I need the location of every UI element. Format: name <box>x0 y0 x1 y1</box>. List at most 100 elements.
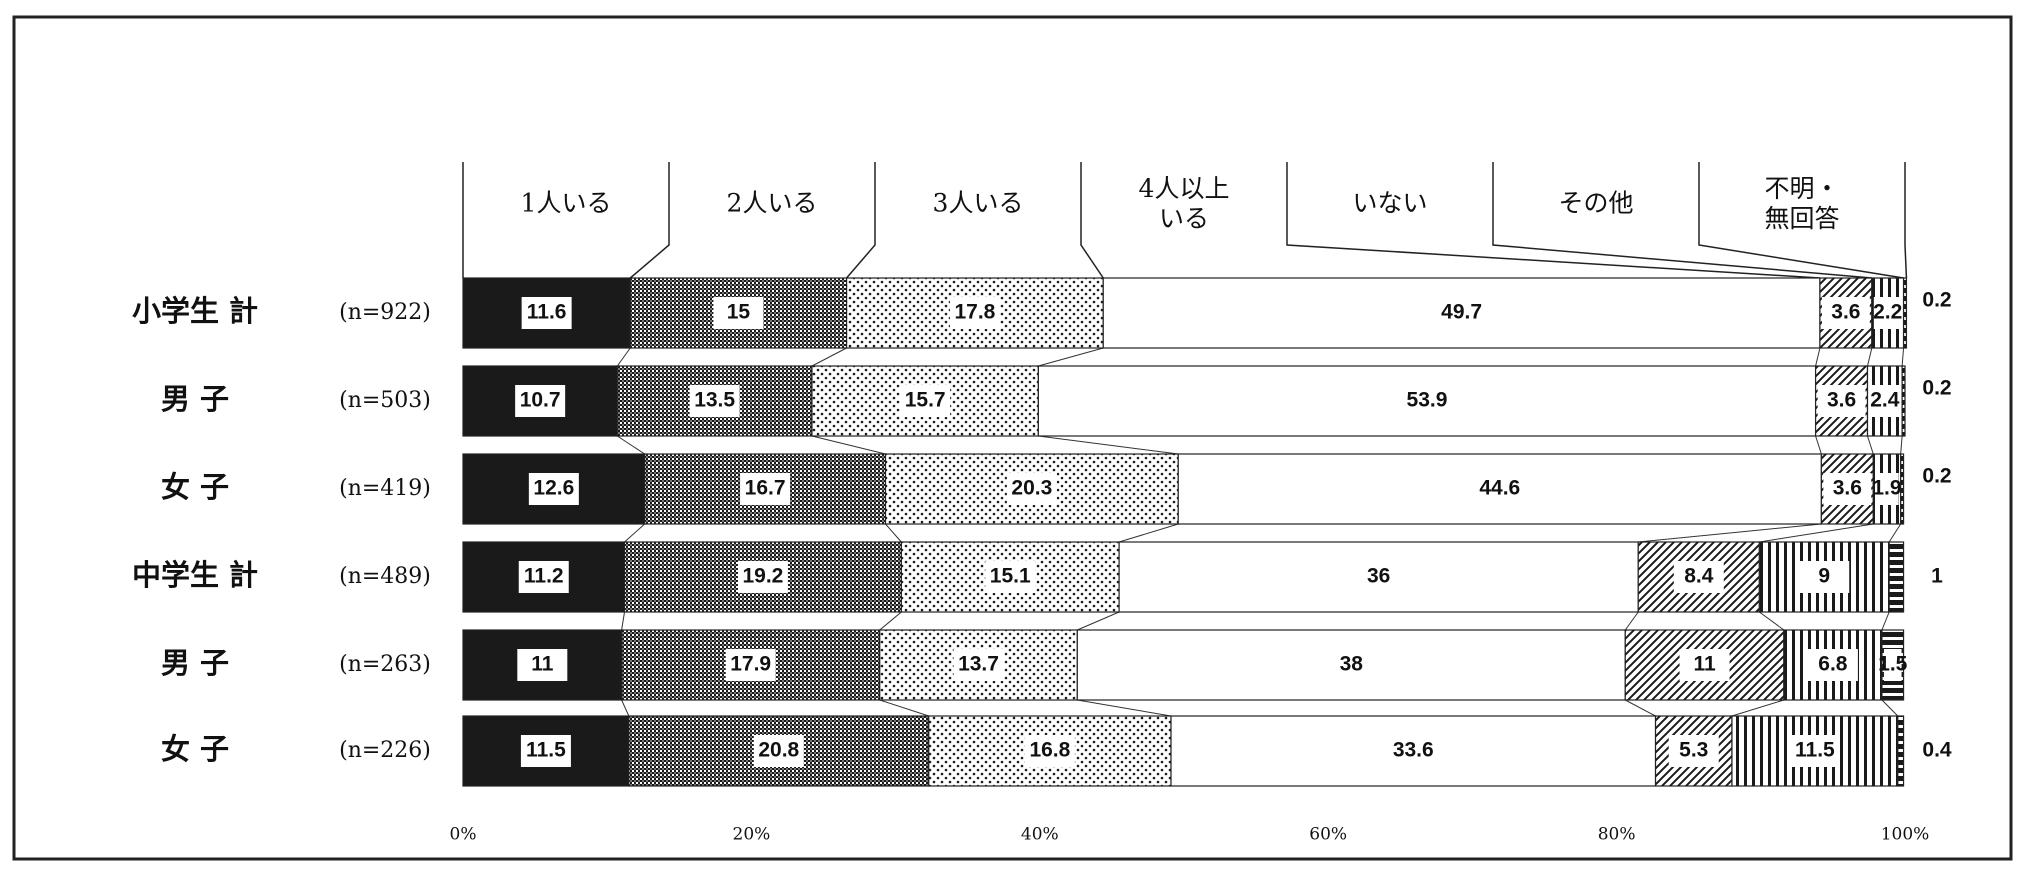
value-label-bg <box>725 649 776 681</box>
connector <box>1038 435 1179 455</box>
value-label-bg <box>713 297 764 329</box>
value-label-bg <box>1326 649 1377 681</box>
value-label: 11 <box>1693 653 1716 676</box>
value-label-bg <box>1807 649 1858 681</box>
bar-segment <box>1654 715 1733 787</box>
connector <box>1638 523 1822 543</box>
bar-segment <box>1888 541 1905 613</box>
value-label: 6.8 <box>1818 653 1848 676</box>
value-label: 10.7 <box>520 389 561 412</box>
n-label: (n=419) <box>339 476 431 501</box>
value-label: 8.4 <box>1684 565 1714 588</box>
connector <box>1077 611 1120 631</box>
connector <box>885 523 902 543</box>
value-label: 0.2 <box>1922 465 1951 488</box>
value-label-bg <box>740 473 791 505</box>
value-label-bg <box>1436 297 1487 329</box>
value-label: 2.2 <box>1873 301 1902 324</box>
connector <box>1118 523 1179 543</box>
connector <box>624 523 646 543</box>
connector <box>1867 347 1873 367</box>
value-label: 1.5 <box>1878 653 1908 676</box>
value-label-bg <box>1789 735 1840 767</box>
value-label: 17.8 <box>954 301 995 324</box>
value-label: 11.5 <box>1795 739 1835 762</box>
value-label-bg <box>1873 297 1902 329</box>
value-label: 15.7 <box>905 389 946 412</box>
x-tick-label: 60% <box>1309 825 1347 845</box>
value-label-bg <box>1673 561 1724 593</box>
value-label-bg <box>1474 473 1525 505</box>
value-label: 1.9 <box>1872 477 1901 500</box>
value-label-bg <box>518 561 569 593</box>
value-label-bg <box>1869 385 1901 417</box>
value-label-bg <box>737 561 788 593</box>
value-label-bg <box>515 385 566 417</box>
row-label: 女 子 <box>161 470 229 504</box>
value-label-bg <box>1875 473 1899 505</box>
value-label: 0.2 <box>1922 377 1951 400</box>
x-tick-label: 0% <box>450 825 477 845</box>
bar-segment <box>1900 453 1905 525</box>
header-divider <box>1492 162 1872 279</box>
value-label-bg <box>953 649 1004 681</box>
row-label: 女 子 <box>161 732 229 766</box>
value-label: 17.9 <box>730 653 771 676</box>
value-label: 53.9 <box>1407 389 1448 412</box>
value-label-bg <box>517 649 568 681</box>
connector <box>879 611 902 631</box>
value-label-bg <box>900 385 951 417</box>
row-label: 男 子 <box>161 646 229 680</box>
row-label: 小学生 計 <box>132 294 258 328</box>
value-label: 20.8 <box>758 739 799 762</box>
connector <box>1888 523 1902 543</box>
header-divider <box>1286 162 1820 279</box>
value-label-bg <box>1799 561 1850 593</box>
connector <box>879 699 929 717</box>
connector <box>1759 611 1785 631</box>
value-label: 0.2 <box>1922 289 1951 312</box>
bar-segment <box>1102 277 1821 349</box>
value-label: 16.7 <box>745 477 786 500</box>
value-label-bg <box>985 561 1036 593</box>
connector <box>811 435 886 455</box>
x-tick-label: 20% <box>733 825 771 845</box>
value-label-bg <box>1679 649 1730 681</box>
value-label: 13.5 <box>694 389 735 412</box>
value-label: 13.7 <box>958 653 999 676</box>
value-label-bg <box>1817 385 1866 417</box>
value-label: 44.6 <box>1479 477 1520 500</box>
connector <box>1731 699 1785 717</box>
x-tick-label: 80% <box>1598 825 1636 845</box>
value-label: 15.1 <box>990 565 1031 588</box>
value-label: 16.8 <box>1029 739 1070 762</box>
value-label: 3.6 <box>1827 389 1856 412</box>
n-label: (n=263) <box>339 652 431 677</box>
bar-segment <box>1901 365 1906 437</box>
value-label: 36 <box>1367 565 1390 588</box>
value-label: 3.6 <box>1831 301 1860 324</box>
value-label: 5.3 <box>1679 739 1708 762</box>
value-label-bg <box>1823 473 1872 505</box>
header-divider <box>1080 162 1104 279</box>
value-label: 12.6 <box>533 477 574 500</box>
value-label: 38 <box>1340 653 1364 676</box>
value-label: 33.6 <box>1393 739 1434 762</box>
value-label-bg <box>521 297 572 329</box>
bar-segment <box>1902 277 1908 349</box>
connector <box>1625 699 1656 717</box>
value-label: 0.4 <box>1922 739 1952 762</box>
header-divider <box>1698 162 1904 279</box>
legend-label: 4人以上いる <box>1139 174 1230 233</box>
value-label: 11.6 <box>527 301 567 324</box>
value-label: 1 <box>1931 565 1943 588</box>
value-label: 49.7 <box>1441 301 1482 324</box>
value-label: 2.4 <box>1870 389 1900 412</box>
connector <box>1815 435 1822 455</box>
value-label-bg <box>753 735 804 767</box>
x-tick-label: 100% <box>1881 825 1930 845</box>
header-divider <box>1904 162 1908 279</box>
row-label: 中学生 計 <box>132 558 258 592</box>
value-label-bg <box>1024 735 1075 767</box>
row-label: 男 子 <box>161 382 229 416</box>
